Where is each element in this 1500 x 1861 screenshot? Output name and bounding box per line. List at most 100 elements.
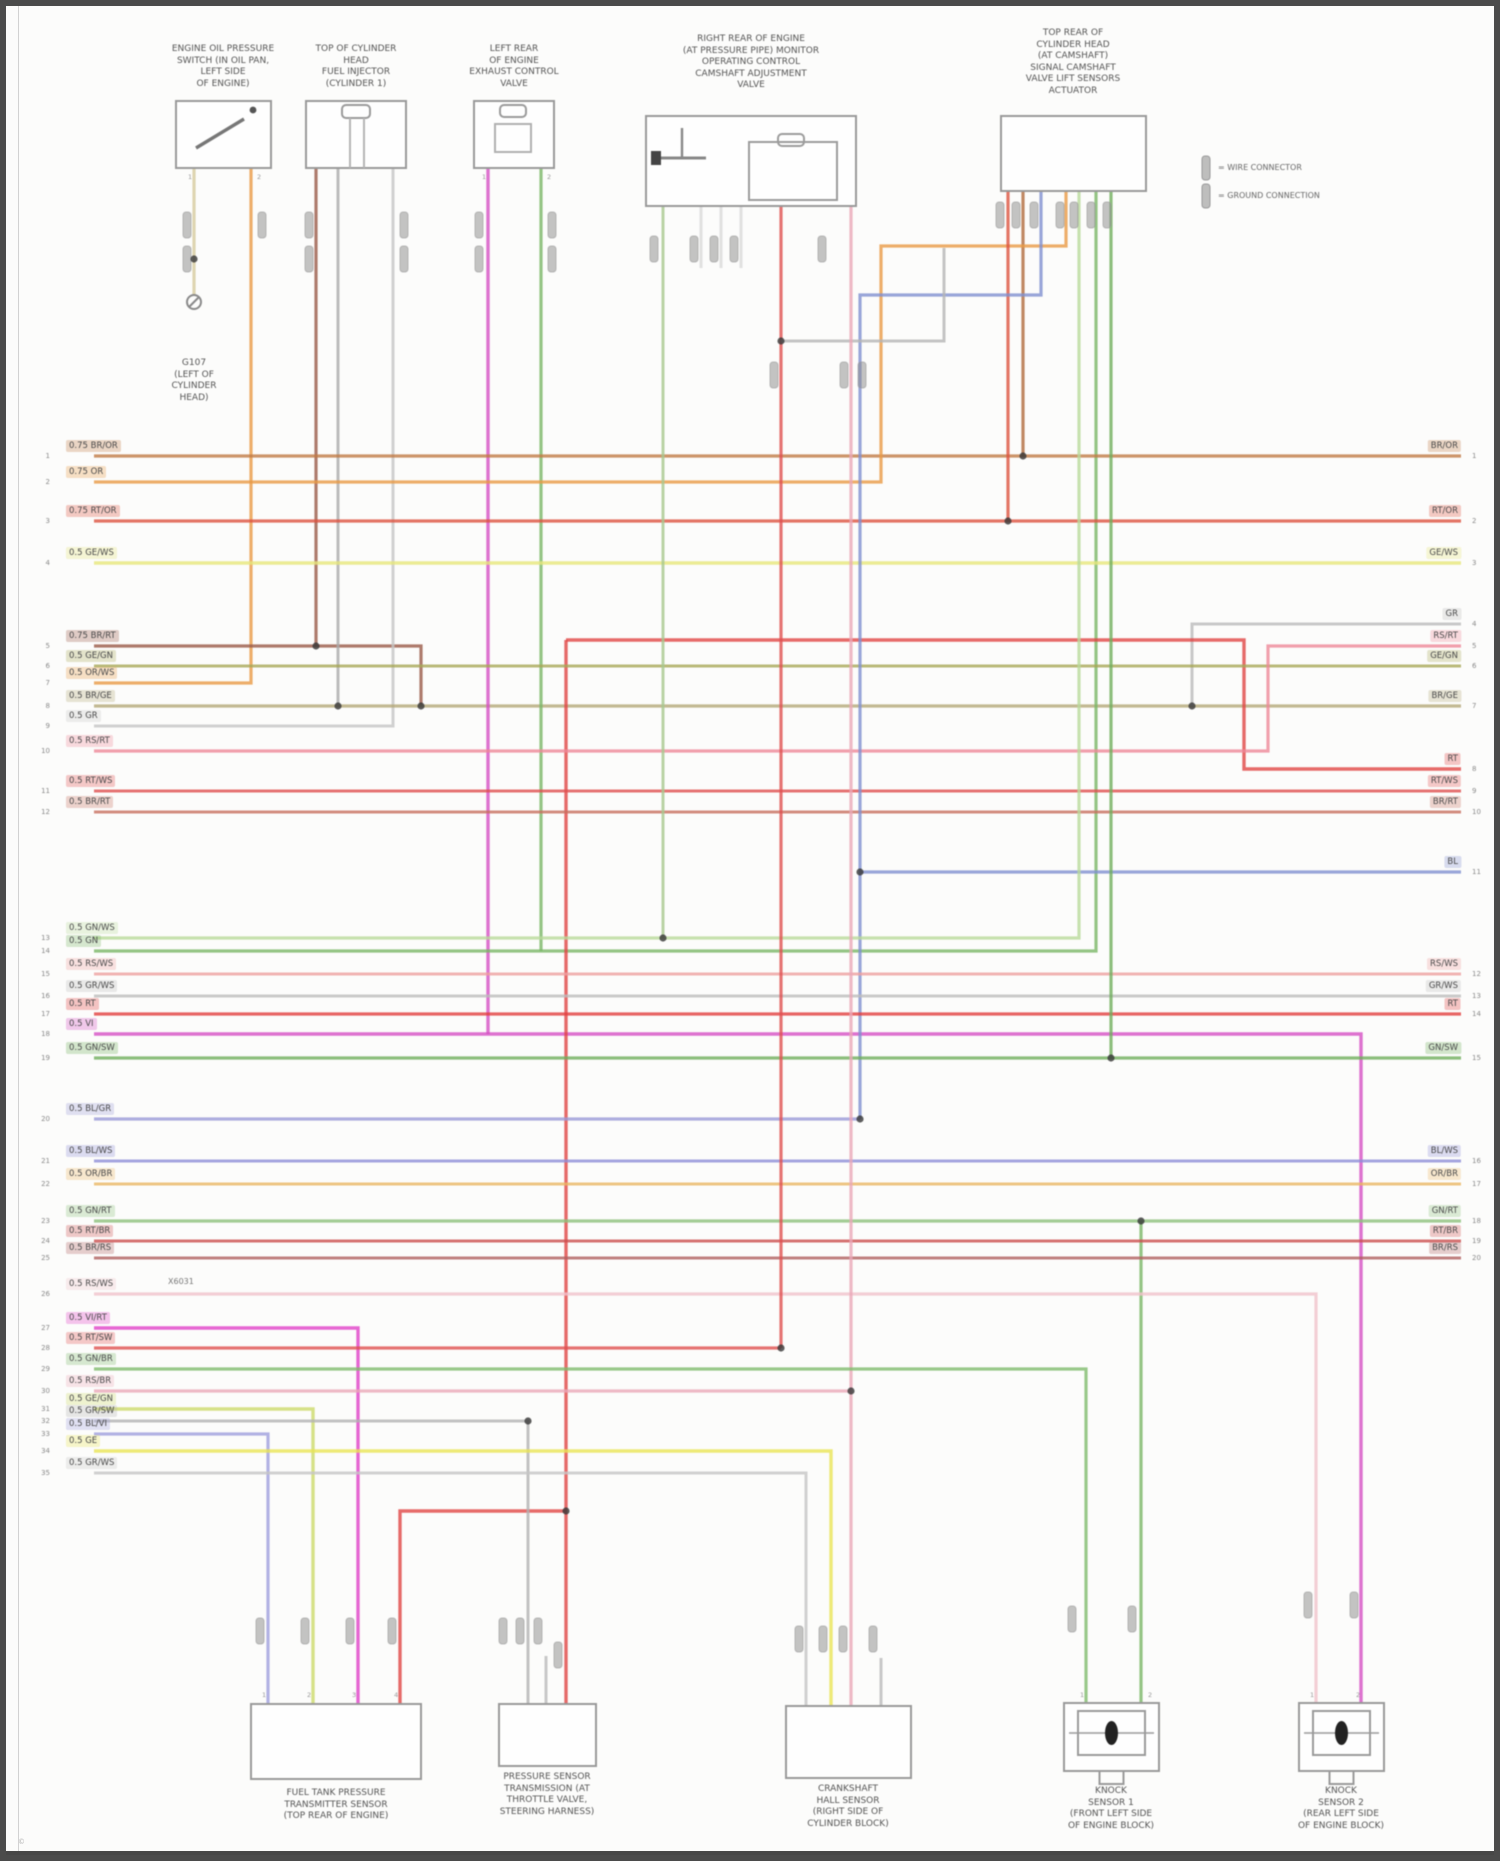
wire-label-left: 0.5 GE/GN xyxy=(66,1393,116,1405)
connector-pin xyxy=(1303,1591,1313,1619)
connector-pin xyxy=(300,1617,310,1645)
row-number-right: 17 xyxy=(1472,1180,1481,1188)
diagram-soft-layer: ENGINE OIL PRESSURE SWITCH (IN OIL PAN, LE… xyxy=(6,6,1494,1855)
connector-pin xyxy=(689,235,699,263)
wire-label-left: 0.5 RS/WS xyxy=(66,958,117,970)
component-label-knock-sensor-2: (REAR LEFT SIDE xyxy=(1303,1809,1379,1819)
component-label-valve-lift-actuator: VALVE LIFT SENSORS xyxy=(1025,74,1121,84)
wire-w-gray-row32 xyxy=(94,1419,530,1704)
row-number-left: 27 xyxy=(41,1324,50,1332)
wire-label-left: 0.5 GN/RT xyxy=(66,1205,115,1217)
connector-pin xyxy=(399,245,409,273)
component-label-crankshaft-hall-sensor: HALL SENSOR xyxy=(816,1795,880,1806)
connector-pin xyxy=(868,1625,878,1653)
component-label-exhaust-control-valve: VALVE xyxy=(500,78,528,89)
wire-w-gray-row35 xyxy=(94,1471,808,1706)
ground-icon xyxy=(186,294,202,310)
component-valve-lift-actuator xyxy=(1000,115,1147,192)
component-label-camshaft-adjustment-valve: OPERATING CONTROL xyxy=(701,57,801,67)
connector-pin xyxy=(838,1625,848,1653)
junction-dot xyxy=(524,1417,532,1425)
component-fuel-tank-pressure-sensor xyxy=(250,1703,422,1780)
wire-w-orange-gauge xyxy=(94,168,253,685)
row-number-left: 9 xyxy=(45,722,50,730)
wire-label-left: 0.5 GE/GN xyxy=(66,650,116,662)
junction-dot xyxy=(659,934,667,942)
connector-pin xyxy=(515,1617,525,1645)
junction-dot xyxy=(312,642,320,650)
connector-pin xyxy=(1102,201,1112,229)
pin-number: 2 xyxy=(307,1691,312,1699)
pin-number: 1 xyxy=(482,173,487,181)
component-label-knock-sensor-2: SENSOR 2 xyxy=(1318,1797,1364,1808)
footer-bar xyxy=(6,1851,1494,1855)
connector-pin xyxy=(1067,1605,1077,1633)
row-number-right: 9 xyxy=(1472,787,1477,795)
wire-label-right: RT xyxy=(1444,753,1461,765)
component-label-knock-sensor-1: SENSOR 1 xyxy=(1088,1797,1134,1808)
pin-number: 2 xyxy=(1148,1691,1153,1699)
wire-label-right: RS/RT xyxy=(1430,630,1461,642)
component-label-valve-lift-actuator: (AT CAMSHAFT) xyxy=(1037,51,1109,61)
component-label-valve-lift-actuator: ACTUATOR xyxy=(1048,85,1098,96)
junction-dot xyxy=(847,1387,855,1395)
wire-w-green-row14 xyxy=(94,191,1098,953)
pin-number: 3 xyxy=(352,1691,357,1699)
component-label-valve-lift-actuator: CYLINDER HEAD xyxy=(1036,39,1110,50)
component-oil-pressure-switch xyxy=(175,100,272,169)
row-number-left: 33 xyxy=(41,1430,50,1438)
wire-label-left: 0.5 RT/SW xyxy=(66,1332,116,1344)
component-label-fuel-injector: FUEL INJECTOR xyxy=(321,67,391,77)
row-number-right: 2 xyxy=(1472,517,1477,525)
component-fuel-injector xyxy=(305,100,407,169)
connector-pin xyxy=(729,235,739,263)
gauge-needle-icon xyxy=(195,117,245,150)
wire-w-ltgreen-row13 xyxy=(94,191,1081,940)
wire-w-bviolet-row33 xyxy=(94,1432,270,1704)
component-label-fuel-tank-pressure-sensor: (TOP REAR OF ENGINE) xyxy=(283,1811,389,1821)
connector-pin xyxy=(1055,201,1065,229)
component-label-fuel-injector: HEAD xyxy=(343,55,369,66)
junction-dot xyxy=(1019,452,1027,460)
row-number-left: 10 xyxy=(41,747,50,755)
pin-number: 1 xyxy=(262,1691,267,1699)
component-crankshaft-hall-sensor xyxy=(785,1705,912,1779)
wire-label-left: 0.5 GR/WS xyxy=(66,980,118,992)
connector-pin xyxy=(817,235,827,263)
row-number-left: 26 xyxy=(41,1290,50,1298)
ground-pin-icon xyxy=(1201,183,1211,209)
wire-w-blue-actuator xyxy=(858,191,1043,1119)
row-number-left: 7 xyxy=(45,679,50,687)
wire-w-green-row29 xyxy=(94,1367,1088,1703)
connector-pin xyxy=(474,211,484,239)
wire-label-right: GE/GN xyxy=(1427,650,1461,662)
junction-dot xyxy=(1137,1217,1145,1225)
pin-number: 1 xyxy=(1310,1691,1315,1699)
wire-label-right: BR/OR xyxy=(1427,440,1461,452)
wire-label-right: BL xyxy=(1444,856,1461,868)
junction-dot xyxy=(190,255,198,263)
junction-dot xyxy=(417,702,425,710)
wire-label-right: RT/BR xyxy=(1429,1225,1461,1237)
row-number-left: 21 xyxy=(41,1157,50,1165)
legend-label: = WIRE CONNECTOR xyxy=(1218,163,1302,172)
component-label-ground-point: HEAD) xyxy=(179,392,209,403)
junction-dot xyxy=(562,1507,570,1515)
injector-coil-icon xyxy=(341,104,371,119)
junction-dot xyxy=(856,1115,864,1123)
wire-label-left: 0.5 GR/WS xyxy=(66,1457,118,1469)
wire-label-left: 0.5 BR/GE xyxy=(66,690,115,702)
pin-number: 1 xyxy=(188,173,193,181)
wire-w-pink-row10 xyxy=(94,644,1461,753)
wire-label-left: 0.5 GN/BR xyxy=(66,1353,116,1365)
component-label-transmission-pressure-sensor: THROTTLE VALVE, xyxy=(506,1795,588,1805)
row-number-right: 15 xyxy=(1472,1054,1481,1062)
connector-pin xyxy=(1011,201,1021,229)
wire-w-magenta-row18 xyxy=(94,1032,1363,1703)
component-label-oil-pressure-switch: SWITCH (IN OIL PAN, xyxy=(176,55,270,66)
row-number-left: 20 xyxy=(41,1115,50,1123)
component-label-fuel-tank-pressure-sensor: FUEL TANK PRESSURE xyxy=(286,1788,386,1798)
row-number-left: 16 xyxy=(41,992,50,1000)
wire-label-right: BR/RT xyxy=(1429,796,1461,808)
row-number-left: 25 xyxy=(41,1254,50,1262)
